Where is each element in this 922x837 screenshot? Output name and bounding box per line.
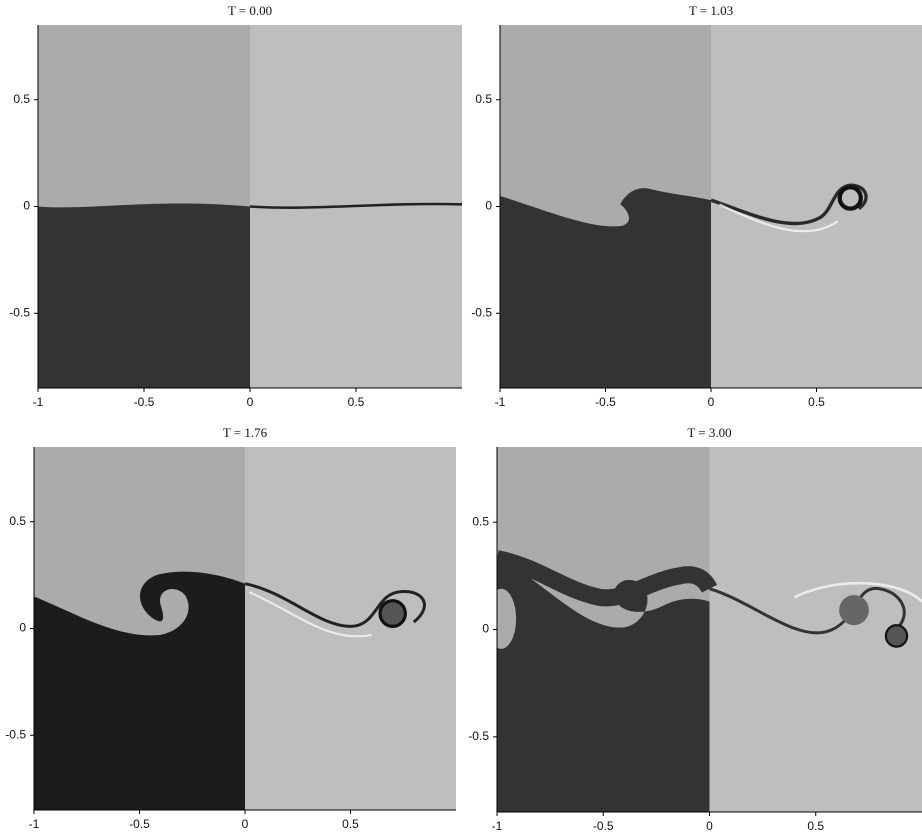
y-tick-label: 0.5 <box>9 514 26 528</box>
y-tick-label: 0 <box>23 199 30 213</box>
y-tick-label: -0.5 <box>471 305 492 319</box>
x-tick-label: 0 <box>247 395 254 409</box>
field-image <box>34 447 456 810</box>
x-tick-label: -0.5 <box>129 817 150 831</box>
x-tick-label: 0 <box>706 819 713 833</box>
x-tick-label: 0 <box>242 817 249 831</box>
x-tick-label: 0.5 <box>808 395 825 409</box>
x-tick-label: -1 <box>495 395 506 409</box>
panel-title: T = 0.00 <box>228 3 272 18</box>
y-tick-label: 0 <box>19 621 26 635</box>
x-tick-label: 0.5 <box>348 395 365 409</box>
x-tick-label: -1 <box>29 817 40 831</box>
x-tick-label: -1 <box>492 819 503 833</box>
y-tick-label: -0.5 <box>9 305 30 319</box>
x-tick-label: 0.5 <box>342 817 359 831</box>
y-tick-label: 0 <box>482 622 489 636</box>
panel-title: T = 1.03 <box>689 3 733 18</box>
y-tick-label: 0.5 <box>13 92 30 106</box>
y-tick-label: 0.5 <box>472 514 489 528</box>
x-tick-label: -1 <box>33 395 44 409</box>
x-tick-label: -0.5 <box>595 395 616 409</box>
field-image <box>500 25 922 388</box>
y-tick-label: 0.5 <box>475 92 492 106</box>
y-tick-label: -0.5 <box>5 727 26 741</box>
panel-title: T = 1.76 <box>223 425 268 440</box>
x-tick-label: -0.5 <box>134 395 155 409</box>
field-image <box>38 25 462 388</box>
y-tick-label: 0 <box>485 199 492 213</box>
y-tick-label: -0.5 <box>468 729 489 743</box>
x-tick-label: 0.5 <box>807 819 824 833</box>
field-image <box>497 447 922 812</box>
x-tick-label: -0.5 <box>593 819 614 833</box>
x-tick-label: 0 <box>708 395 715 409</box>
panel-title: T = 3.00 <box>687 425 731 440</box>
